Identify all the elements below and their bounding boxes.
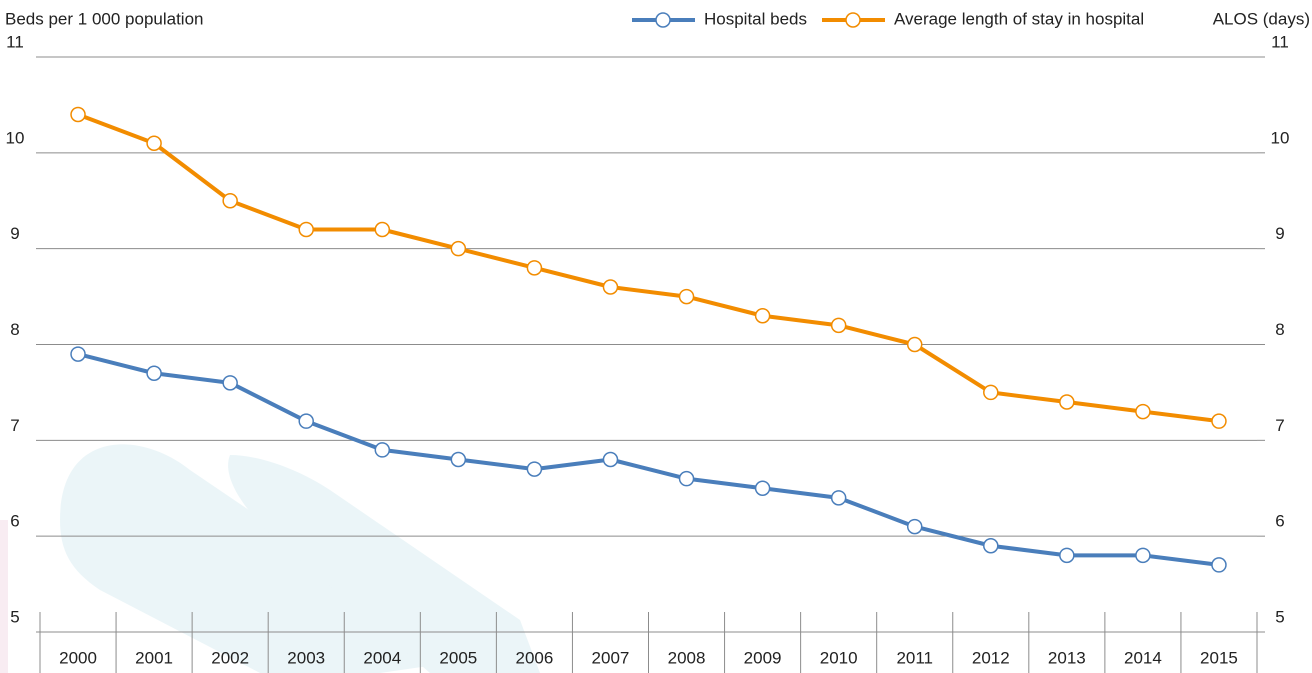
watermark — [0, 444, 540, 673]
x-tick-label: 2010 — [820, 648, 858, 667]
point — [1059, 547, 1075, 564]
point — [754, 308, 771, 324]
point — [983, 538, 999, 554]
point — [298, 221, 314, 238]
point — [374, 442, 391, 458]
point — [70, 106, 86, 123]
legend-marker — [655, 12, 671, 28]
point — [1211, 413, 1227, 429]
x-tick-label: 2009 — [744, 648, 782, 667]
point — [70, 346, 86, 362]
y-tick-label: 9 — [10, 224, 19, 243]
x-tick-label: 2011 — [896, 648, 933, 667]
point — [450, 240, 467, 257]
x-tick-label: 2000 — [59, 648, 97, 667]
point — [602, 279, 619, 295]
x-tick-label: 2003 — [287, 648, 325, 667]
y2-tick-label: 10 — [1271, 128, 1290, 147]
y-axis-title: Beds per 1 000 population — [5, 9, 204, 28]
y2-tick-label: 7 — [1275, 416, 1284, 435]
point — [222, 375, 238, 391]
point — [830, 317, 847, 334]
point — [830, 490, 847, 506]
x-tick-label: 2005 — [439, 648, 477, 667]
x-tick-label: 2002 — [211, 648, 249, 667]
point — [678, 470, 695, 487]
x-tick-label: 2012 — [972, 648, 1010, 667]
point — [222, 193, 238, 209]
y2-tick-label: 8 — [1275, 320, 1284, 339]
x-tick-label: 2006 — [515, 648, 553, 667]
point — [526, 461, 543, 477]
y-tick-label: 5 — [10, 607, 19, 626]
point — [602, 451, 619, 468]
series-line — [77, 352, 1220, 567]
y2-axis-title: ALOS (days) — [1213, 9, 1310, 28]
series-line — [77, 112, 1220, 424]
x-tick-label: 2004 — [363, 648, 401, 667]
x-tick-label: 2014 — [1124, 648, 1162, 667]
legend-label: Average length of stay in hospital — [894, 9, 1144, 28]
y2-tick-label: 9 — [1275, 224, 1284, 243]
point — [1059, 394, 1075, 410]
point — [678, 288, 695, 305]
y2-tick-label: 6 — [1275, 512, 1284, 531]
point — [1135, 403, 1151, 420]
legend-label: Hospital beds — [704, 9, 807, 28]
x-tick-label: 2007 — [592, 648, 630, 667]
y-tick-label: 10 — [6, 128, 25, 147]
point — [983, 384, 999, 401]
point — [450, 451, 467, 468]
y2-tick-label: 11 — [1271, 32, 1289, 51]
legend-marker — [845, 12, 861, 28]
y-tick-label: 8 — [10, 320, 19, 339]
point — [526, 260, 543, 276]
point — [754, 480, 771, 496]
point — [374, 221, 391, 238]
y-tick-label: 7 — [10, 416, 19, 435]
y2-tick-label: 5 — [1275, 607, 1284, 626]
point — [906, 518, 923, 535]
point — [298, 413, 314, 429]
point — [1135, 547, 1151, 564]
point — [146, 135, 162, 151]
y-tick-label: 11 — [6, 32, 24, 51]
y-tick-label: 6 — [10, 512, 19, 531]
x-tick-label: 2008 — [668, 648, 706, 667]
point — [146, 365, 162, 381]
point — [906, 336, 923, 353]
x-tick-label: 2013 — [1048, 648, 1086, 667]
x-tick-label: 2001 — [135, 648, 173, 667]
x-tick-label: 2015 — [1200, 648, 1238, 667]
point — [1211, 557, 1227, 573]
